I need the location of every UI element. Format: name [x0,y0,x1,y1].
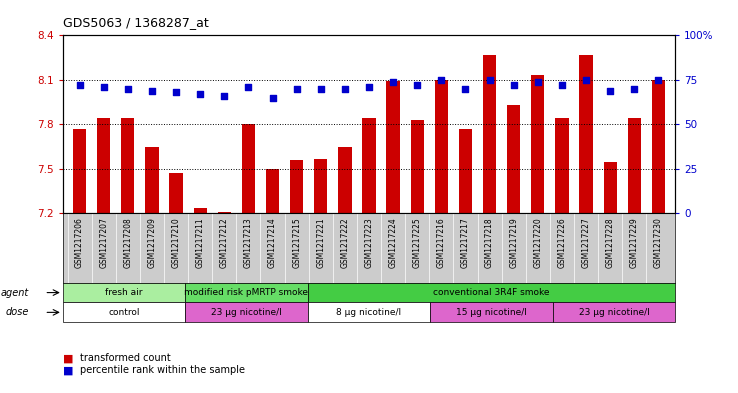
Text: GSM1217227: GSM1217227 [582,217,590,268]
Point [291,86,303,92]
Text: GSM1217222: GSM1217222 [340,217,349,268]
Text: GSM1217214: GSM1217214 [268,217,277,268]
Point [460,86,472,92]
Bar [579,55,593,213]
Text: GSM1217217: GSM1217217 [461,217,470,268]
Text: 15 μg nicotine/l: 15 μg nicotine/l [456,308,527,317]
Text: GSM1217221: GSM1217221 [317,217,325,268]
Text: GSM1217223: GSM1217223 [365,217,373,268]
Text: GSM1217219: GSM1217219 [509,217,518,268]
Text: agent: agent [1,288,29,298]
Text: fresh air: fresh air [106,288,142,297]
Text: GSM1217206: GSM1217206 [75,217,84,268]
Bar [459,129,472,213]
Text: GSM1217209: GSM1217209 [148,217,156,268]
Text: GSM1217225: GSM1217225 [413,217,421,268]
Bar [308,303,430,322]
Bar [362,118,376,213]
Bar [97,118,111,213]
Point [339,86,351,92]
Text: percentile rank within the sample: percentile rank within the sample [80,365,245,375]
Bar [266,169,279,213]
Point [74,82,86,88]
Text: GSM1217210: GSM1217210 [171,217,181,268]
Bar [218,212,231,213]
Bar [63,283,185,303]
Text: GSM1217207: GSM1217207 [99,217,108,268]
Text: GSM1217228: GSM1217228 [606,217,615,268]
Text: dose: dose [6,307,29,318]
Point [411,82,423,88]
Text: GSM1217218: GSM1217218 [485,217,494,268]
Bar [308,283,675,303]
Text: GSM1217216: GSM1217216 [437,217,446,268]
Bar [242,125,255,213]
Point [363,84,375,90]
Point [604,87,616,94]
Text: transformed count: transformed count [80,353,170,364]
Bar [435,80,448,213]
Point [652,77,664,83]
Text: GSM1217211: GSM1217211 [196,217,204,268]
Bar [185,283,308,303]
Point [194,91,206,97]
Bar [170,173,183,213]
Text: control: control [108,308,139,317]
Text: GSM1217229: GSM1217229 [630,217,639,268]
Bar [338,147,351,213]
Point [98,84,110,90]
Text: GSM1217215: GSM1217215 [292,217,301,268]
Text: GSM1217224: GSM1217224 [389,217,398,268]
Bar [73,129,86,213]
Text: 23 μg nicotine/l: 23 μg nicotine/l [579,308,649,317]
Text: ■: ■ [63,353,73,364]
Text: conventional 3R4F smoke: conventional 3R4F smoke [433,288,550,297]
Text: GDS5063 / 1368287_at: GDS5063 / 1368287_at [63,16,208,29]
Point [315,86,327,92]
Bar [387,81,400,213]
Bar [507,105,520,213]
Bar [553,303,675,322]
Bar [314,158,328,213]
Text: modified risk pMRTP smoke: modified risk pMRTP smoke [184,288,308,297]
Bar [555,118,568,213]
Bar [483,55,496,213]
Point [532,79,544,85]
Bar [63,303,185,322]
Point [628,86,640,92]
Text: GSM1217212: GSM1217212 [220,217,229,268]
Text: GSM1217208: GSM1217208 [123,217,132,268]
Bar [185,303,308,322]
Text: ■: ■ [63,365,73,375]
Point [387,79,399,85]
Point [483,77,495,83]
Bar [531,75,545,213]
Bar [652,80,665,213]
Bar [121,118,134,213]
Point [146,87,158,94]
Bar [627,118,641,213]
Point [435,77,447,83]
Text: 8 μg nicotine/l: 8 μg nicotine/l [337,308,401,317]
Point [508,82,520,88]
Bar [193,208,207,213]
Point [218,93,230,99]
Text: GSM1217226: GSM1217226 [557,217,567,268]
Text: 23 μg nicotine/l: 23 μg nicotine/l [211,308,282,317]
Text: GSM1217220: GSM1217220 [534,217,542,268]
Bar [410,120,424,213]
Point [170,89,182,95]
Point [122,86,134,92]
Bar [145,147,159,213]
Text: GSM1217213: GSM1217213 [244,217,253,268]
Bar [604,162,617,213]
Bar [290,160,303,213]
Point [580,77,592,83]
Text: GSM1217230: GSM1217230 [654,217,663,268]
Point [266,95,278,101]
Bar [430,303,553,322]
Point [556,82,568,88]
Point [243,84,255,90]
